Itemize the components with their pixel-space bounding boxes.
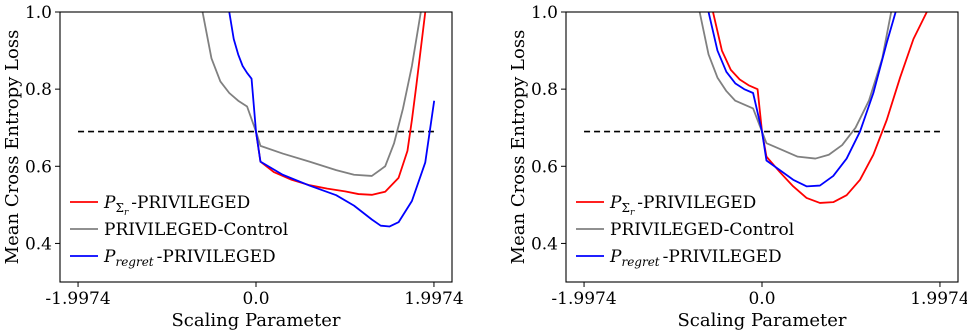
x-tick-label: 0.0 (748, 289, 775, 309)
series-line-2 (698, 12, 893, 160)
legend-item-2: PRIVILEGED-Control (576, 220, 794, 240)
y-tick-label: 1.0 (25, 3, 52, 23)
legend-item-2: PRIVILEGED-Control (70, 220, 288, 240)
x-axis-label: Scaling Parameter (171, 310, 340, 331)
y-tick-label: 0.8 (531, 80, 558, 100)
legend-label: Pregret -PRIVILEGED (609, 247, 782, 269)
x-axis-label: Scaling Parameter (677, 310, 846, 331)
chart-panel-2: -1.9974 0.0 1.9974 0.4 0.6 0.8 1.0 Scaling Para… (508, 3, 967, 331)
legend-label: PΣr -PRIVILEGED (103, 193, 250, 218)
series-line-1 (712, 12, 928, 204)
x-tick-label: 1.9974 (910, 289, 967, 309)
legend-item-1: PΣr -PRIVILEGED (70, 193, 250, 218)
legend-item-3: Pregret -PRIVILEGED (70, 247, 276, 269)
y-tick-label: 0.4 (25, 234, 52, 254)
y-axis-label: Mean Cross Entropy Loss (508, 30, 529, 265)
x-tick-label: -1.9974 (551, 289, 616, 309)
y-tick-label: 1.0 (531, 3, 558, 23)
x-tick-label: 1.9974 (404, 289, 463, 309)
y-tick-label: 0.6 (531, 157, 558, 177)
series-line-3 (707, 12, 897, 188)
y-tick-label: 0.6 (25, 157, 52, 177)
legend-label: PRIVILEGED-Control (610, 220, 794, 240)
y-tick-label: 0.8 (25, 80, 52, 100)
legend-label: PRIVILEGED-Control (104, 220, 288, 240)
x-tick-label: 0.0 (242, 289, 269, 309)
legend-item-1: PΣr -PRIVILEGED (576, 193, 756, 218)
plot-frame (565, 11, 959, 283)
series-line-3 (228, 12, 436, 228)
x-tick-label: -1.9974 (45, 289, 110, 309)
legend-label: PΣr -PRIVILEGED (609, 193, 756, 218)
legend-item-3: Pregret -PRIVILEGED (576, 247, 782, 269)
y-axis-label: Mean Cross Entropy Loss (2, 30, 23, 265)
chart-panel-1: -1.9974 0.0 1.9974 0.4 0.6 0.8 1.0 Scaling Para… (2, 3, 464, 331)
series-line-2 (201, 12, 422, 177)
series-line-1 (255, 12, 427, 196)
legend-label: Pregret -PRIVILEGED (103, 247, 276, 269)
y-tick-label: 0.4 (531, 234, 558, 254)
